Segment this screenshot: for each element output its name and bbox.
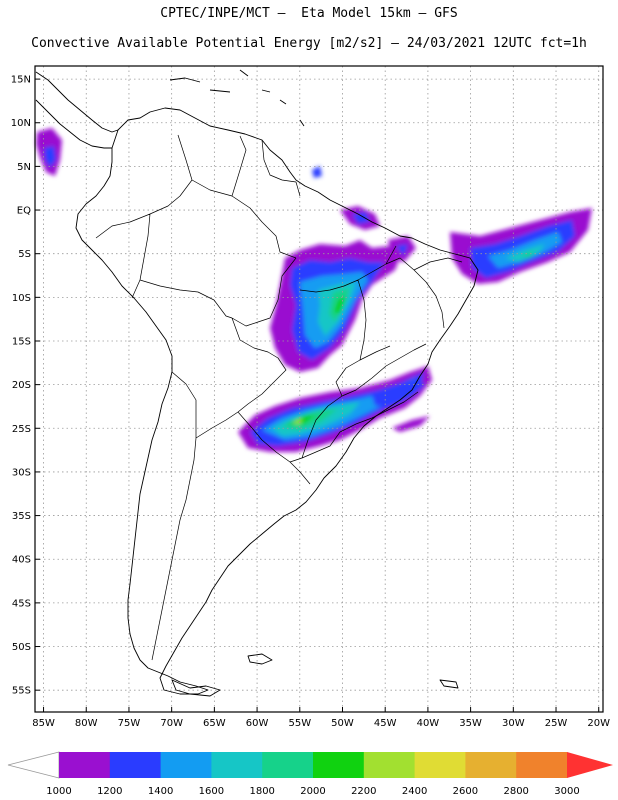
cape-region-guianas: [312, 166, 322, 178]
cape-field: [36, 128, 592, 452]
lon-label: 80W: [75, 718, 98, 729]
country-borders: [95, 134, 463, 661]
colorbar-swatch: [59, 752, 111, 778]
cape-region-atlantic-1600: [505, 244, 545, 262]
colorbar-swatch: [313, 752, 365, 778]
lat-label: 5S: [18, 249, 31, 260]
lon-label: 55W: [288, 718, 311, 729]
lon-label: 60W: [246, 718, 269, 729]
lat-label: EQ: [17, 206, 31, 217]
colorbar-tick-label: 2200: [351, 786, 376, 797]
longitude-labels: 85W 80W 75W 70W 65W 60W 55W 50W 45W 40W 35W 30W 25W 2…: [32, 707, 610, 729]
lat-label: 30S: [12, 467, 31, 478]
cape-region-amazon-mouth-1200: [352, 212, 370, 224]
map-title-line1: CPTEC/INPE/MCT – Eta Model 15km – GFS: [160, 6, 458, 21]
colorbar-under-triangle: [7, 751, 60, 779]
colorbar-tick-label: 2400: [402, 786, 427, 797]
colorbar-over-triangle: [567, 752, 613, 778]
map-frame: [34, 65, 604, 713]
colorbar-tick-label: 1800: [249, 786, 274, 797]
lon-label: 30W: [502, 718, 525, 729]
lon-label: 85W: [32, 718, 55, 729]
lat-label: 10S: [12, 293, 31, 304]
colorbar-swatch: [465, 752, 517, 778]
colorbar-swatch: [414, 752, 466, 778]
colorbar-swatch: [109, 752, 162, 778]
lon-label: 45W: [374, 718, 397, 729]
lon-label: 40W: [417, 718, 440, 729]
lat-label: 10N: [11, 118, 31, 129]
colorbar-tick-label: 1200: [97, 786, 122, 797]
colorbar-tick-label: 1000: [46, 786, 71, 797]
colorbar-swatch: [516, 752, 568, 778]
cape-region-central-brazil-2000: [334, 296, 346, 314]
falkland-islands: [247, 653, 459, 689]
colorbar-tick-label: 1400: [148, 786, 173, 797]
lon-label: 25W: [545, 718, 568, 729]
lon-label: 70W: [160, 718, 183, 729]
colorbar-tick-label: 2000: [300, 786, 325, 797]
lat-label: 50S: [12, 642, 31, 653]
lat-label: 40S: [12, 555, 31, 566]
cape-region-pacific-colombia-1200: [44, 146, 56, 168]
cape-region-ne-coast-1200: [396, 244, 408, 256]
lat-label: 5N: [17, 162, 31, 173]
colorbar-tick-label: 3000: [554, 786, 579, 797]
lon-label: 65W: [203, 718, 226, 729]
lon-label: 50W: [331, 718, 354, 729]
lon-label: 20W: [587, 718, 610, 729]
colorbar-tick-label: 2600: [453, 786, 478, 797]
lon-label: 35W: [459, 718, 482, 729]
colorbar-swatch: [262, 752, 314, 778]
latitude-labels: 15N 10N 5N EQ 5S 10S 15S 20S 25S 30S 35S 40S 45S 50S 5…: [11, 75, 40, 697]
south-america-coastline: [75, 107, 479, 695]
lat-label: 15S: [12, 336, 31, 347]
colorbar-tick-label: 1600: [199, 786, 224, 797]
colorbar-swatch: [160, 752, 212, 778]
lat-label: 35S: [12, 511, 31, 522]
colorbar: 1000 1200 1400 1600 1800 2000 2200 2400 2600 2800…: [7, 751, 613, 797]
map-title-line2: Convective Available Potential Energy [m…: [31, 36, 587, 51]
lat-label: 15N: [11, 75, 31, 86]
colorbar-tick-label: 2800: [503, 786, 528, 797]
lat-lon-grid: [35, 66, 603, 712]
coastlines: [35, 69, 479, 697]
lat-label: 25S: [12, 424, 31, 435]
colorbar-swatch: [211, 752, 263, 778]
tierra-del-fuego: [171, 679, 221, 697]
caribbean-islands: [169, 69, 305, 127]
colorbar-swatch: [363, 752, 416, 778]
lat-label: 20S: [12, 380, 31, 391]
lon-label: 75W: [118, 718, 141, 729]
lat-label: 55S: [12, 686, 31, 697]
cape-region-offshore-south: [392, 416, 430, 432]
lat-label: 45S: [12, 598, 31, 609]
central-america-coastline: [35, 71, 119, 149]
